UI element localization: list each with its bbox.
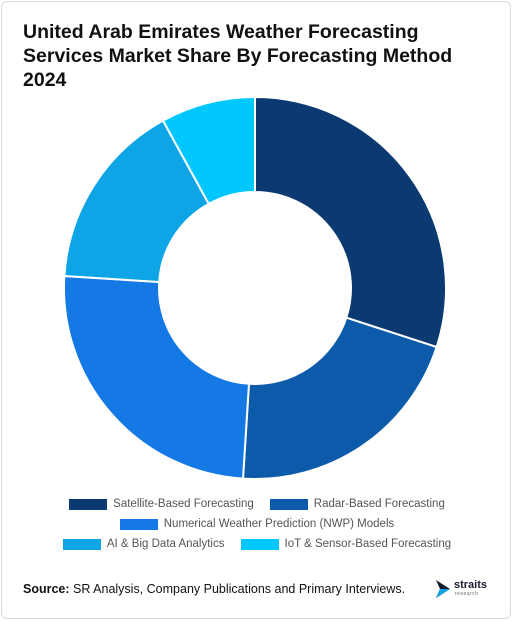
legend-item-nwp[interactable]: Numerical Weather Prediction (NWP) Model… [119,518,395,530]
legend-swatch-ai [62,538,101,550]
legend-label-nwp: Numerical Weather Prediction (NWP) Model… [163,518,395,530]
source-text: SR Analysis, Company Publications and Pr… [69,582,406,596]
legend-swatch-radar [269,498,308,510]
chart-legend: Satellite-Based Forecasting Radar-Based … [10,494,504,554]
logo-sub: research [455,591,479,597]
logo-name: straits [454,579,488,591]
legend-item-iot[interactable]: IoT & Sensor-Based Forecasting [240,538,452,550]
legend-label-iot: IoT & Sensor-Based Forecasting [284,538,452,550]
legend-label-ai: AI & Big Data Analytics [106,538,225,550]
source-note: Source: SR Analysis, Company Publication… [23,582,405,596]
source-label: Source: [23,582,70,596]
legend-row-2: Numerical Weather Prediction (NWP) Model… [10,514,504,534]
chart-title: United Arab Emirates Weather Forecasting… [23,21,453,91]
donut-slice-radar[interactable] [241,316,438,480]
legend-item-ai[interactable]: AI & Big Data Analytics [62,538,225,550]
legend-item-satellite[interactable]: Satellite-Based Forecasting [69,498,254,510]
donut-slice-nwp[interactable] [63,274,251,480]
donut-slice-iot[interactable] [161,95,256,206]
legend-row-3: AI & Big Data Analytics IoT & Sensor-Bas… [10,534,504,554]
legend-label-satellite: Satellite-Based Forecasting [113,498,254,510]
legend-item-radar[interactable]: Radar-Based Forecasting [269,498,445,510]
straits-logo-icon [436,580,450,598]
legend-row-1: Satellite-Based Forecasting Radar-Based … [10,494,504,514]
straits-logo: straits research [434,578,494,602]
legend-label-radar: Radar-Based Forecasting [313,498,445,510]
legend-swatch-satellite [69,498,108,510]
legend-swatch-nwp [119,518,158,530]
donut-slice-satellite[interactable] [254,95,447,349]
donut-slice-ai[interactable] [63,119,211,284]
legend-swatch-iot [240,538,279,550]
